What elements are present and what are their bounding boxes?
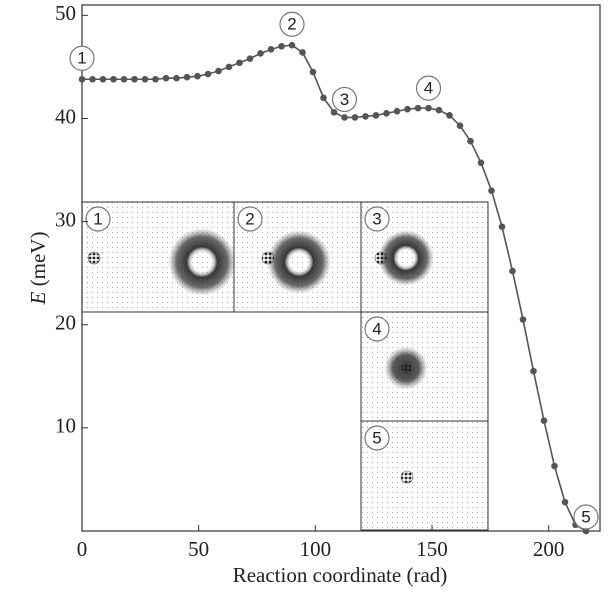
- point: [141, 75, 149, 83]
- y-tick-label: 50: [55, 1, 76, 25]
- point: [278, 42, 285, 50]
- point: [362, 113, 369, 120]
- inset-label: 4: [372, 319, 381, 338]
- point: [435, 106, 443, 114]
- inset-label: 2: [245, 209, 254, 228]
- point: [246, 55, 254, 62]
- point: [383, 109, 390, 117]
- point: [173, 74, 180, 82]
- point: [530, 367, 537, 375]
- point: [257, 50, 264, 57]
- point: [488, 187, 495, 194]
- y-label-unit: (meV): [26, 232, 50, 287]
- inset-label-circle: [364, 316, 390, 342]
- point: [162, 74, 170, 82]
- point: [519, 316, 527, 323]
- y-tick-label: 30: [55, 207, 76, 231]
- point: [509, 267, 516, 275]
- annotation-circle: [69, 45, 95, 71]
- x-tick-label: 50: [188, 537, 209, 561]
- x-axis-label: Reaction coordinate (rad): [233, 563, 448, 587]
- point: [120, 75, 128, 83]
- point: [78, 75, 86, 83]
- skyrmion: [378, 230, 434, 286]
- insets: 1 2 3 4 5: [81, 201, 489, 531]
- inset-panel: [360, 420, 489, 531]
- point: [309, 68, 317, 76]
- skyrmion-core: [400, 361, 414, 375]
- point: [498, 223, 506, 231]
- point: [267, 46, 275, 53]
- point: [110, 75, 117, 83]
- x-tick-label: 150: [416, 537, 448, 561]
- annotation: 2: [287, 15, 296, 34]
- point: [404, 105, 411, 113]
- point: [183, 73, 191, 81]
- point: [99, 75, 107, 83]
- inset-label: 5: [372, 428, 381, 447]
- inset-label-circle: [237, 206, 263, 232]
- point: [204, 70, 212, 78]
- point: [456, 122, 464, 129]
- point: [330, 108, 338, 116]
- point: [446, 112, 453, 119]
- point: [299, 49, 306, 56]
- x-tick-label: 100: [300, 537, 332, 561]
- point: [467, 137, 474, 145]
- point: [393, 107, 401, 115]
- y-tick-label: 20: [55, 311, 76, 335]
- inset-label: 1: [93, 209, 102, 228]
- y-tick-label: 10: [55, 414, 76, 438]
- skyrmion-core: [400, 470, 414, 484]
- point: [236, 59, 243, 67]
- point: [215, 67, 222, 75]
- point: [288, 41, 296, 49]
- point: [561, 498, 569, 506]
- annotation: 4: [424, 79, 433, 98]
- inset-label: 3: [372, 209, 381, 228]
- point: [131, 75, 138, 83]
- point: [551, 462, 558, 470]
- y-axis-label: E (meV): [26, 232, 50, 306]
- annotation: 1: [77, 49, 86, 68]
- skyrmion: [267, 230, 331, 294]
- annotation-circle: [415, 75, 442, 101]
- point: [320, 94, 327, 102]
- point: [89, 75, 96, 83]
- annotation-circle: [573, 504, 599, 530]
- inset-label-circle: [364, 425, 390, 451]
- point: [341, 114, 348, 121]
- skyrmion-core: [374, 251, 388, 265]
- annotation-circle: [279, 11, 305, 37]
- point: [414, 104, 422, 112]
- y-tick-label: 40: [55, 104, 76, 128]
- annotation: 5: [581, 507, 590, 526]
- inset-label-circle: [85, 206, 111, 232]
- x-tick-label: 200: [533, 537, 565, 561]
- skyrmion-core: [87, 251, 101, 265]
- skyrmion-core: [261, 251, 275, 265]
- inset-label-circle: [364, 206, 390, 232]
- x-tick-label: 0: [77, 537, 88, 561]
- point: [372, 112, 380, 119]
- point: [351, 114, 359, 121]
- point: [477, 159, 485, 167]
- skyrmion: [168, 228, 236, 296]
- point: [194, 72, 201, 80]
- point: [425, 104, 432, 112]
- point: [152, 75, 159, 83]
- annotation-circle: [331, 86, 358, 113]
- point: [225, 63, 233, 71]
- annotation: 3: [340, 90, 349, 109]
- point: [540, 417, 548, 424]
- y-label-symbol: E: [26, 291, 50, 305]
